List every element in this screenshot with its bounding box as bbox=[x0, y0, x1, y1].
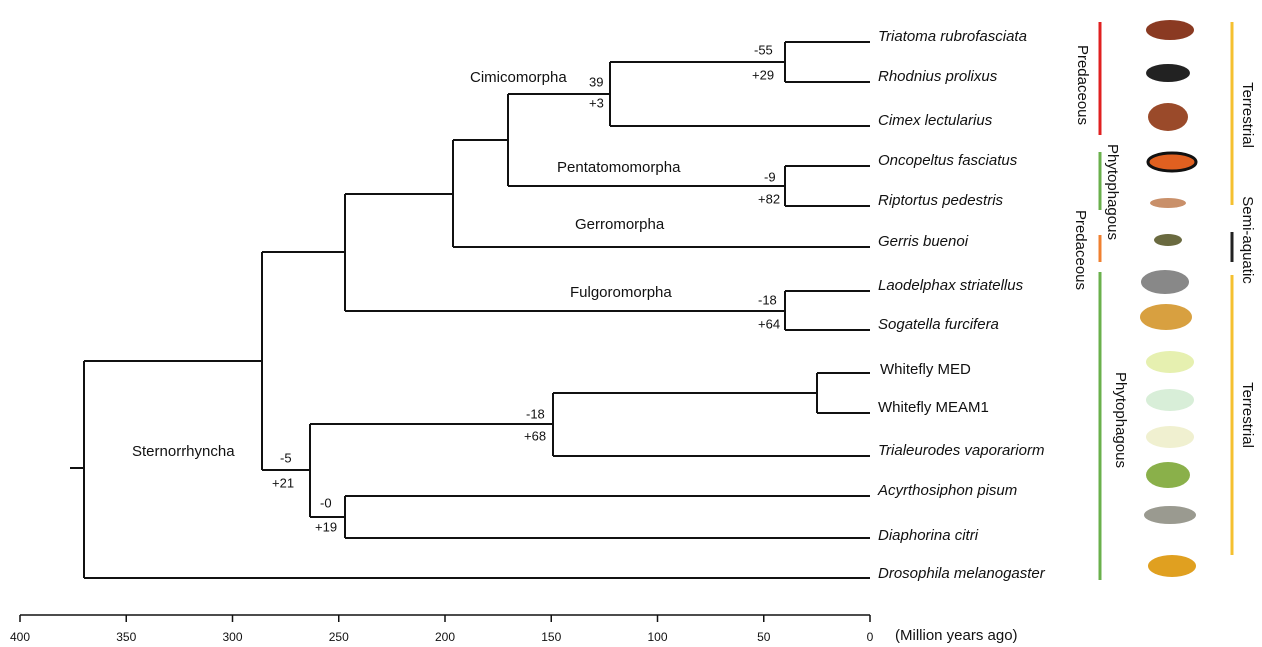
gain: +82 bbox=[758, 191, 780, 206]
clade: Cimicomorpha bbox=[470, 69, 567, 86]
gain: +68 bbox=[524, 428, 546, 443]
insect-icon bbox=[1150, 198, 1186, 208]
clade: Fulgoromorpha bbox=[570, 284, 672, 301]
loss: -0 bbox=[320, 495, 332, 510]
gain: +3 bbox=[589, 95, 604, 110]
insect-icon bbox=[1140, 304, 1192, 330]
leaf: Rhodnius prolixus bbox=[878, 68, 998, 85]
diet-bars: Predaceous Phytophagous Predaceous Phyto… bbox=[1072, 22, 1129, 580]
leaf: Laodelphax striatellus bbox=[878, 277, 1024, 294]
clade: Gerromorpha bbox=[575, 216, 665, 233]
clade: Sternorrhyncha bbox=[132, 443, 235, 460]
habitat-bars: Terrestrial Semi-aquatic Terrestrial bbox=[1232, 22, 1256, 555]
tick-label: 300 bbox=[222, 630, 242, 644]
diet: Phytophagous bbox=[1104, 144, 1121, 240]
diet: Predaceous bbox=[1072, 210, 1089, 290]
loss: -9 bbox=[764, 169, 776, 184]
tick-label: 100 bbox=[647, 630, 667, 644]
time-axis: (Million years ago) 400 350 300 250 200 150 10… bbox=[10, 615, 1018, 644]
insect-icon bbox=[1141, 270, 1189, 294]
habitat: Terrestrial bbox=[1239, 382, 1256, 448]
loss: -18 bbox=[758, 292, 777, 307]
leaf: Drosophila melanogaster bbox=[878, 565, 1046, 582]
gain: +19 bbox=[315, 519, 337, 534]
tick-label: 150 bbox=[541, 630, 561, 644]
loss: 39 bbox=[589, 74, 603, 89]
leaf: Whitefly MEAM1 bbox=[878, 399, 989, 416]
leaf: Sogatella furcifera bbox=[878, 316, 999, 333]
gain: +64 bbox=[758, 316, 780, 331]
tick-label: 200 bbox=[435, 630, 455, 644]
gain: +29 bbox=[752, 67, 774, 82]
leaf: Oncopeltus fasciatus bbox=[878, 152, 1018, 169]
insect-icon bbox=[1146, 20, 1194, 40]
leaf: Cimex lectularius bbox=[878, 112, 993, 129]
insect-icon bbox=[1146, 64, 1190, 82]
leaf: Riptortus pedestris bbox=[878, 192, 1004, 209]
insect-icon bbox=[1154, 234, 1182, 246]
diet: Predaceous bbox=[1074, 45, 1091, 125]
leaf: Gerris buenoi bbox=[878, 233, 969, 250]
tick-label: 0 bbox=[867, 630, 874, 644]
loss: -55 bbox=[754, 42, 773, 57]
axis-label: (Million years ago) bbox=[895, 627, 1018, 644]
phylogeny-figure: Triatoma rubrofasciata Rhodnius prolixus… bbox=[0, 0, 1262, 647]
loss: -5 bbox=[280, 450, 292, 465]
tick-label: 400 bbox=[10, 630, 30, 644]
leaf: Diaphorina citri bbox=[878, 527, 979, 544]
leaf-labels: Triatoma rubrofasciata Rhodnius prolixus… bbox=[877, 28, 1046, 582]
tick-label: 250 bbox=[329, 630, 349, 644]
insect-icons bbox=[1140, 20, 1196, 577]
tree bbox=[70, 42, 870, 578]
leaf: Trialeurodes vaporariorm bbox=[878, 442, 1044, 459]
insect-icon bbox=[1148, 555, 1196, 577]
insect-icon bbox=[1146, 389, 1194, 411]
clade: Pentatomomorpha bbox=[557, 159, 681, 176]
leaf: Acyrthosiphon pisum bbox=[877, 482, 1017, 499]
loss: -18 bbox=[526, 406, 545, 421]
diet: Phytophagous bbox=[1112, 372, 1129, 468]
insect-icon bbox=[1146, 351, 1194, 373]
tick-label: 50 bbox=[757, 630, 771, 644]
insect-icon bbox=[1148, 103, 1188, 131]
leaf: Whitefly MED bbox=[880, 361, 971, 378]
insect-icon bbox=[1144, 506, 1196, 524]
gain: +21 bbox=[272, 475, 294, 490]
insect-icon bbox=[1146, 426, 1194, 448]
insect-icon bbox=[1148, 153, 1196, 171]
node-labels: -55 +29 39 +3 -9 +82 -18 +64 -18 +68 -5 … bbox=[272, 42, 780, 534]
insect-icon bbox=[1146, 462, 1190, 488]
habitat: Terrestrial bbox=[1239, 82, 1256, 148]
habitat: Semi-aquatic bbox=[1239, 196, 1256, 284]
tick-label: 350 bbox=[116, 630, 136, 644]
clade-labels: Cimicomorpha Pentatomomorpha Gerromorpha… bbox=[132, 69, 681, 460]
leaf: Triatoma rubrofasciata bbox=[878, 28, 1027, 45]
